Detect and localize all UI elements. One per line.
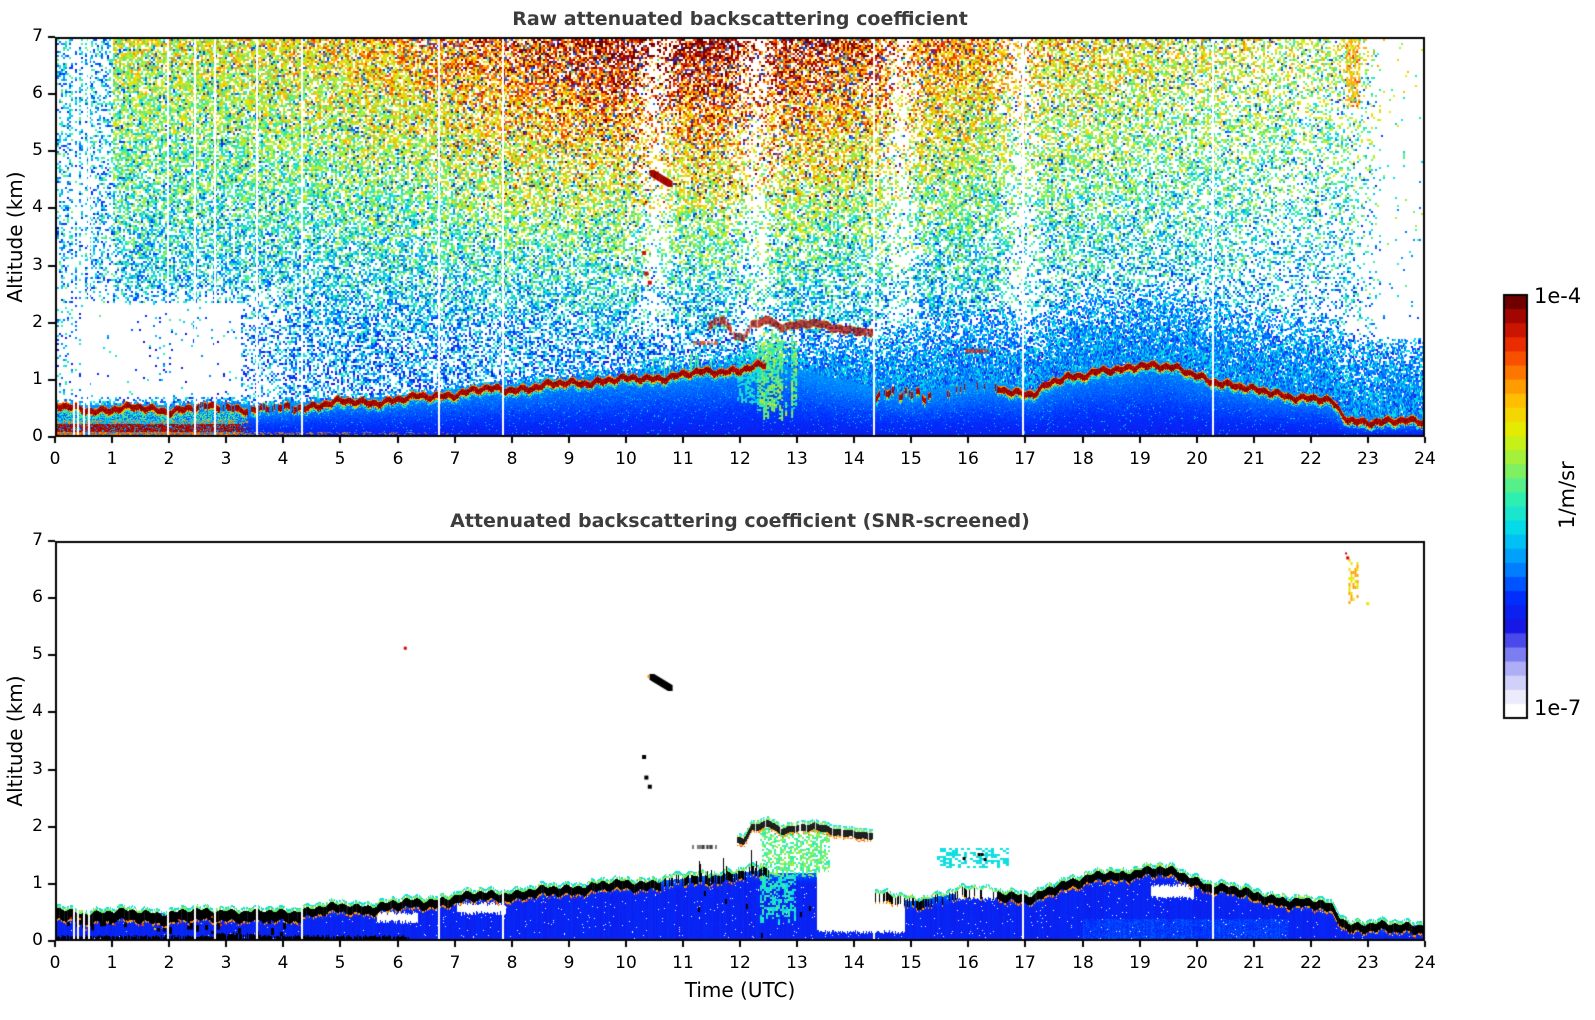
y-tick-label: 7 [32,26,43,46]
x-tick-label: 4 [277,449,289,469]
x-tick-label: 1 [106,449,118,469]
x-tick-label: 0 [49,449,61,469]
x-tick-label: 14 [843,953,865,973]
y-tick-label: 3 [32,255,43,275]
x-tick-label: 22 [1300,449,1322,469]
x-tick-label: 16 [957,449,979,469]
x-tick-label: 24 [1414,449,1436,469]
y-tick-label: 4 [32,197,43,217]
x-tick-label: 13 [786,953,808,973]
x-tick-label: 18 [1072,953,1094,973]
y-tick-label: 0 [32,930,43,950]
x-tick-label: 23 [1357,449,1379,469]
x-tick-label: 19 [1129,953,1151,973]
x-tick-label: 17 [1014,449,1036,469]
x-tick-label: 5 [334,449,346,469]
x-tick-label: 21 [1243,953,1265,973]
panel1-title: Raw attenuated backscattering coefficien… [512,8,968,30]
x-tick-label: 12 [729,449,751,469]
x-tick-label: 18 [1072,449,1094,469]
panel1-y-axis-label: Altitude (km) [3,171,27,303]
x-tick-label: 7 [449,953,461,973]
x-tick-label: 6 [392,953,404,973]
x-tick-label: 6 [392,449,404,469]
x-tick-label: 13 [786,449,808,469]
x-tick-label: 19 [1129,449,1151,469]
y-tick-label: 6 [32,83,43,103]
x-tick-label: 14 [843,449,865,469]
y-tick-label: 4 [32,701,43,721]
y-tick-label: 2 [32,816,43,836]
y-tick-label: 1 [32,369,43,389]
panel2-title: Attenuated backscattering coefficient (S… [450,510,1030,532]
x-tick-label: 20 [1186,449,1208,469]
x-tick-label: 8 [506,953,518,973]
x-tick-label: 1 [106,953,118,973]
colorbar-min-label: 1e-7 [1534,696,1582,720]
x-tick-label: 7 [449,449,461,469]
x-tick-label: 22 [1300,953,1322,973]
x-tick-label: 5 [334,953,346,973]
x-tick-label: 24 [1414,953,1436,973]
panel2-y-axis-label: Altitude (km) [3,675,27,807]
x-tick-label: 3 [220,953,232,973]
x-tick-label: 21 [1243,449,1265,469]
y-tick-label: 2 [32,312,43,332]
y-tick-label: 7 [32,530,43,550]
x-tick-label: 2 [163,449,175,469]
x-tick-label: 16 [957,953,979,973]
x-tick-label: 20 [1186,953,1208,973]
x-tick-label: 11 [672,449,694,469]
x-axis-label: Time (UTC) [684,978,796,1002]
x-tick-label: 11 [672,953,694,973]
y-tick-label: 5 [32,140,43,160]
y-tick-label: 1 [32,873,43,893]
colorbar-max-label: 1e-4 [1534,284,1582,308]
colorbar-unit-label: 1/m/sr [1555,461,1579,529]
x-tick-label: 4 [277,953,289,973]
y-tick-label: 5 [32,644,43,664]
y-tick-label: 0 [32,426,43,446]
x-tick-label: 9 [563,953,575,973]
x-tick-label: 10 [615,953,637,973]
x-tick-label: 17 [1014,953,1036,973]
x-tick-label: 15 [900,953,922,973]
x-tick-label: 8 [506,449,518,469]
x-tick-label: 2 [163,953,175,973]
y-tick-label: 3 [32,759,43,779]
x-tick-label: 10 [615,449,637,469]
x-tick-label: 3 [220,449,232,469]
x-tick-label: 9 [563,449,575,469]
x-tick-label: 15 [900,449,922,469]
x-tick-label: 23 [1357,953,1379,973]
x-tick-label: 12 [729,953,751,973]
x-tick-label: 0 [49,953,61,973]
y-tick-label: 6 [32,587,43,607]
